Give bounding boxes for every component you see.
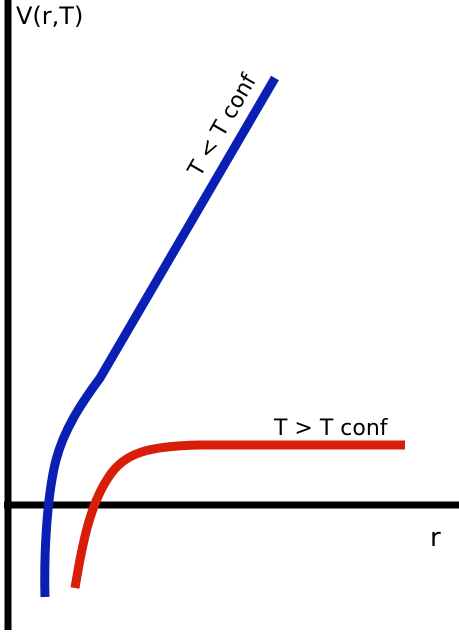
x-axis-label: r	[430, 523, 441, 553]
y-axis-label: V(r,T)	[16, 2, 83, 30]
curve-deconfined-label: T > T conf	[273, 416, 389, 441]
curve-deconfined	[70, 440, 405, 589]
curve-confined	[40, 75, 279, 598]
